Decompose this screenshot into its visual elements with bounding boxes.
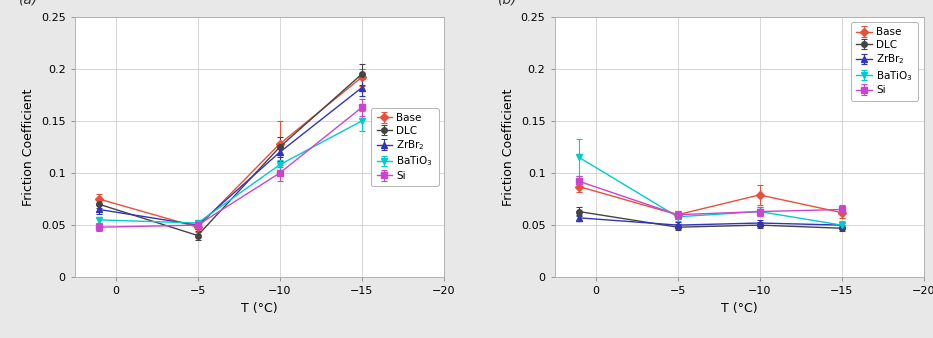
X-axis label: T (°C): T (°C) <box>721 302 758 315</box>
Text: (b): (b) <box>498 0 518 6</box>
Y-axis label: Friction Coefficient: Friction Coefficient <box>502 88 515 206</box>
Legend: Base, DLC, ZrBr$_2$, BaTiO$_3$, Si: Base, DLC, ZrBr$_2$, BaTiO$_3$, Si <box>851 22 918 100</box>
Text: (a): (a) <box>19 0 37 6</box>
X-axis label: T (°C): T (°C) <box>241 302 277 315</box>
Legend: Base, DLC, ZrBr$_2$, BaTiO$_3$, Si: Base, DLC, ZrBr$_2$, BaTiO$_3$, Si <box>371 108 439 186</box>
Y-axis label: Friction Coefficient: Friction Coefficient <box>22 88 35 206</box>
